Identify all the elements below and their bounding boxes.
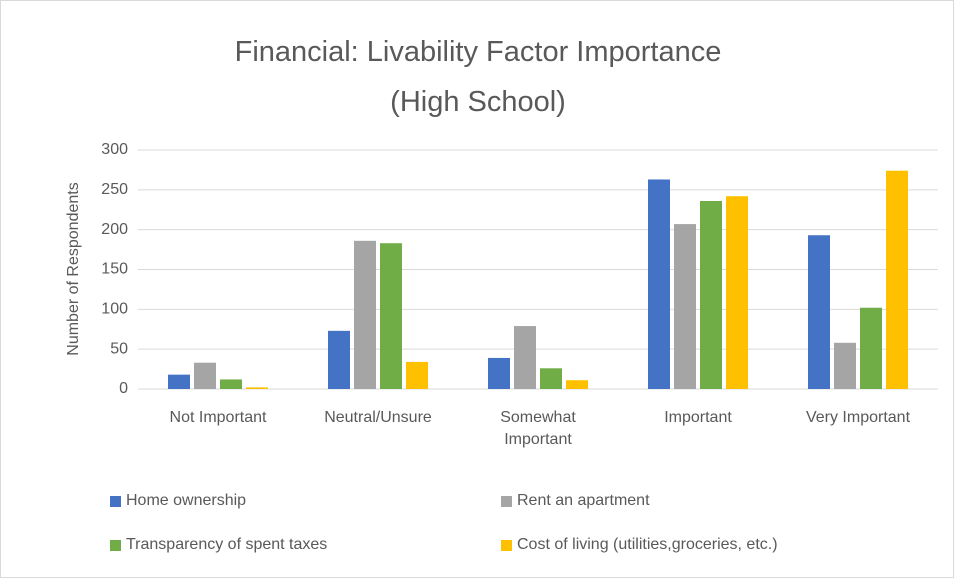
legend-swatch — [110, 539, 121, 551]
bar — [354, 240, 376, 389]
legend-swatch — [501, 495, 512, 507]
bar — [514, 326, 536, 389]
y-axis-label: Number of Respondents — [65, 182, 82, 355]
y-tick-label: 300 — [101, 141, 128, 158]
y-tick-label: 50 — [110, 340, 128, 357]
y-tick-label: 150 — [101, 261, 128, 278]
bar — [808, 235, 830, 389]
legend-label: Rent an apartment — [517, 492, 650, 509]
bar — [328, 330, 350, 389]
bar — [540, 368, 562, 389]
bar — [700, 200, 722, 389]
bar — [648, 179, 670, 389]
legend-label: Cost of living (utilities,groceries, etc… — [517, 536, 778, 553]
y-tick-label: 250 — [101, 181, 128, 198]
legend-item: Home ownership — [110, 492, 246, 510]
x-tick-label: Important — [664, 409, 732, 426]
legend-label: Transparency of spent taxes — [126, 536, 328, 553]
y-tick-label: 0 — [119, 380, 128, 397]
x-tick-label: Very Important — [805, 409, 911, 426]
bar — [834, 342, 856, 389]
bar — [194, 362, 216, 389]
bar — [566, 380, 588, 389]
chart-title: Financial: Livability Factor Importance … — [234, 36, 722, 118]
y-tick-label: 100 — [101, 301, 128, 318]
legend-swatch — [110, 495, 121, 507]
y-tick-label: 200 — [101, 221, 128, 238]
x-tick-label: Not Important — [169, 409, 267, 426]
legend-swatch — [501, 539, 512, 551]
bar — [380, 243, 402, 389]
bar — [406, 361, 428, 389]
legend-item: Rent an apartment — [501, 492, 650, 510]
bar — [674, 224, 696, 389]
bar — [488, 357, 510, 389]
x-tick-label: Somewhat Important — [500, 409, 576, 448]
bar — [726, 196, 748, 389]
x-tick-label: Neutral/Unsure — [324, 409, 432, 426]
bar — [860, 307, 882, 389]
bar — [168, 374, 190, 389]
legend-item: Transparency of spent taxes — [110, 536, 327, 554]
legend-item: Cost of living (utilities,groceries, etc… — [501, 536, 778, 554]
bar — [220, 379, 242, 389]
bar — [246, 387, 268, 389]
bar — [886, 170, 908, 389]
legend-label: Home ownership — [126, 492, 247, 509]
